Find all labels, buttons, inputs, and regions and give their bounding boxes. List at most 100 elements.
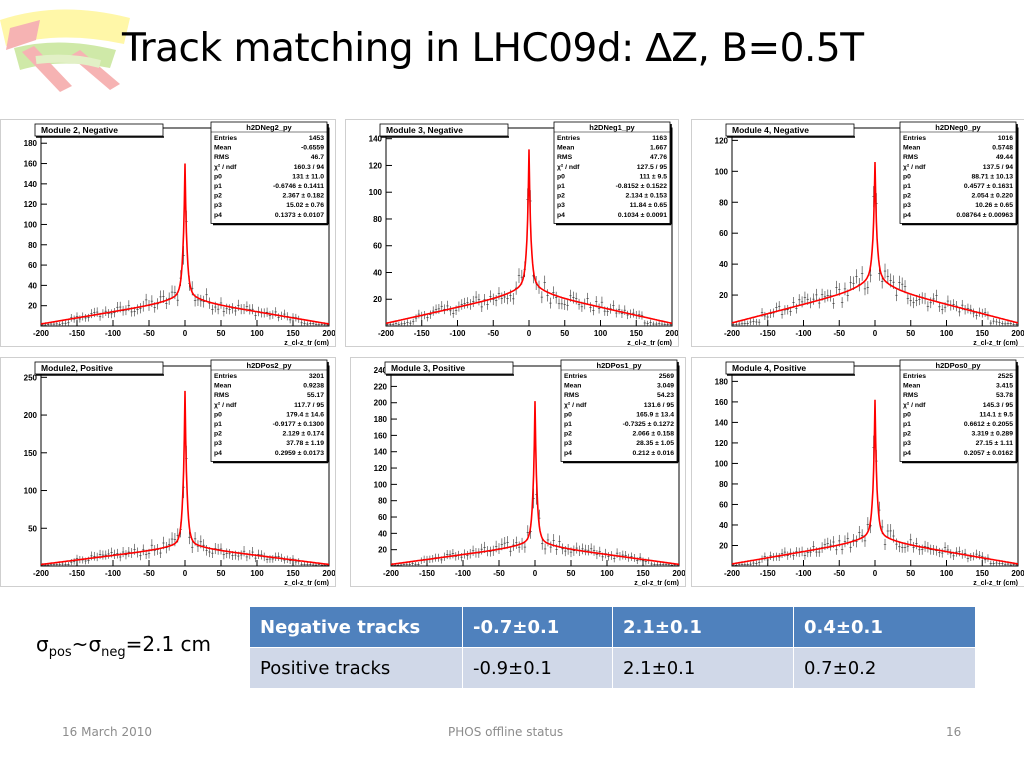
x-tick-label: -100	[105, 569, 122, 578]
x-tick-label: 50	[217, 569, 226, 578]
stats-value: 1016	[998, 135, 1013, 142]
x-tick-label: -200	[33, 329, 50, 338]
stats-value: 10.26 ± 0.65	[975, 202, 1013, 209]
y-tick-label: 40	[378, 529, 387, 538]
table-row: Positive tracks -0.9±0.1 2.1±0.1 0.7±0.2	[249, 647, 976, 689]
footer-date: 16 March 2010	[62, 725, 153, 739]
y-tick-label: 120	[24, 200, 38, 209]
x-tick-label: 150	[636, 569, 650, 578]
table-cell: Positive tracks	[249, 647, 463, 689]
stats-value: 0.4577 ± 0.1631	[964, 183, 1013, 190]
x-axis-label: z_cl-z_tr (cm)	[627, 340, 672, 346]
slide-title: Track matching in LHC09d: ∆Z, B=0.5T	[122, 26, 864, 71]
x-tick-label: -50	[493, 569, 505, 578]
sigma-symbol-2: σ	[88, 632, 102, 656]
y-tick-label: 140	[715, 418, 729, 427]
stats-label: Entries	[214, 135, 237, 142]
stats-value: 3.319 ± 0.289	[971, 431, 1013, 438]
stats-label: Entries	[214, 373, 237, 380]
stats-value: 0.2959 ± 0.0173	[275, 450, 324, 457]
stats-value: -0.7325 ± 0.1272	[623, 421, 675, 428]
y-tick-label: 140	[24, 180, 38, 189]
histogram-chart: 20 40 60 80 100 120 140 160 180 -200 -150 -100 -50 0 5…	[715, 359, 1024, 586]
x-axis-label: z_cl-z_tr (cm)	[284, 340, 329, 346]
stats-value: 131 ± 11.0	[292, 173, 324, 180]
y-tick-label: 160	[24, 160, 38, 169]
y-tick-label: 240	[374, 366, 388, 375]
stats-label: χ² / ndf	[214, 402, 237, 409]
y-tick-label: 160	[374, 431, 388, 440]
chart-title: Module 4, Negative	[732, 125, 809, 135]
table-cell: 2.1±0.1	[612, 647, 794, 689]
x-tick-label: 150	[630, 329, 644, 338]
histogram-chart: 20 40 60 80 100 120 140 160 180 -200 -150 -100 -50 0 5…	[24, 121, 335, 346]
stats-value: 0.212 ± 0.016	[632, 450, 674, 457]
x-tick-label: -150	[760, 569, 777, 578]
x-tick-label: -50	[833, 329, 845, 338]
x-tick-label: 0	[873, 569, 878, 578]
table-cell: 0.4±0.1	[793, 606, 976, 648]
stats-value: 2.129 ± 0.174	[282, 431, 324, 438]
stats-label: p4	[564, 450, 572, 457]
stats-label: χ² / ndf	[214, 164, 237, 171]
x-tick-label: -100	[105, 329, 122, 338]
y-tick-label: 100	[715, 459, 729, 468]
stats-box-name: h2DNeg0_py	[935, 123, 981, 132]
x-tick-label: -150	[69, 329, 86, 338]
stats-value: 1.667	[650, 145, 667, 152]
stats-label: χ² / ndf	[564, 402, 587, 409]
y-tick-label: 20	[719, 291, 728, 300]
y-tick-label: 80	[719, 480, 728, 489]
x-tick-label: -100	[449, 329, 466, 338]
stats-value: 114.1 ± 9.5	[979, 411, 1013, 418]
x-tick-label: -200	[724, 569, 741, 578]
stats-value: -0.6559	[301, 145, 324, 152]
sigma-value: =2.1 cm	[125, 632, 212, 656]
histogram-panel-module4-negative: 20 40 60 80 100 120 -200 -150 -100 -50 0 50 100 150 20…	[691, 119, 1024, 347]
stats-value: 127.5 / 95	[637, 164, 667, 171]
stats-value: 2.066 ± 0.158	[632, 431, 674, 438]
table-cell: 2.1±0.1	[612, 606, 794, 648]
table-cell: -0.7±0.1	[462, 606, 613, 648]
stats-label: p0	[903, 173, 911, 180]
stats-value: 47.76	[650, 154, 667, 161]
stats-label: Entries	[903, 373, 926, 380]
x-tick-label: 100	[594, 329, 608, 338]
y-tick-label: 150	[24, 449, 38, 458]
y-tick-label: 80	[719, 198, 728, 207]
chart-title: Module 3, Positive	[391, 363, 465, 373]
fit-curve	[385, 149, 673, 325]
y-tick-label: 180	[374, 415, 388, 424]
stats-label: p1	[214, 421, 222, 428]
stats-value: 2.134 ± 0.153	[625, 193, 667, 200]
stats-label: Mean	[903, 383, 920, 390]
stats-value: 2.054 ± 0.220	[971, 193, 1013, 200]
y-tick-label: 80	[28, 241, 37, 250]
y-tick-label: 140	[374, 448, 388, 457]
x-tick-label: 0	[527, 329, 532, 338]
stats-box-name: h2DNeg2_py	[246, 123, 292, 132]
stats-label: Entries	[557, 135, 580, 142]
histogram-chart: 20 40 60 80 100 120 140 -200 -150 -100 -50 0 50 100 15…	[369, 121, 678, 346]
stats-label: p2	[214, 431, 222, 438]
y-tick-label: 80	[373, 215, 382, 224]
stats-box-name: h2DPos2_py	[246, 361, 292, 370]
y-tick-label: 120	[374, 464, 388, 473]
table-cell: Negative tracks	[249, 606, 463, 648]
table-cell: 0.7±0.2	[793, 647, 976, 689]
stats-label: p0	[564, 411, 572, 418]
stats-value: 27.15 ± 1.11	[976, 440, 1014, 447]
stats-label: p4	[557, 212, 565, 219]
footer-center: PHOS offline status	[448, 725, 564, 739]
y-tick-label: 40	[373, 268, 382, 277]
y-tick-label: 40	[719, 260, 728, 269]
x-tick-label: -200	[724, 329, 741, 338]
chart-title-box	[379, 123, 509, 137]
chart-title-box	[725, 361, 855, 375]
stats-value: 145.3 / 95	[983, 402, 1013, 409]
stats-value: 0.5748	[992, 145, 1013, 152]
x-tick-label: 200	[1011, 329, 1024, 338]
stats-box-name: h2DNeg1_py	[589, 123, 635, 132]
x-axis-label: z_cl-z_tr (cm)	[284, 580, 329, 586]
stats-value: 3201	[309, 373, 324, 380]
